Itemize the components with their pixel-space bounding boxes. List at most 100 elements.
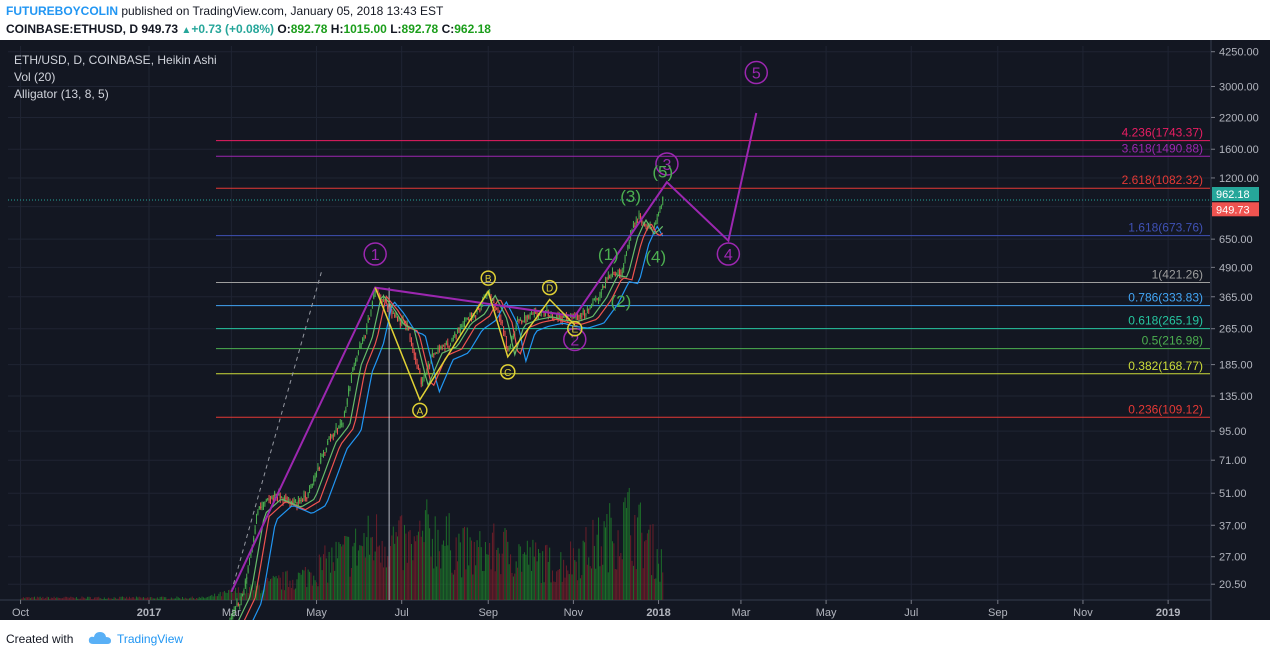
volume-bar bbox=[42, 596, 44, 600]
volume-bar bbox=[127, 598, 129, 600]
volume-bar bbox=[479, 531, 481, 600]
volume-bar bbox=[258, 585, 260, 600]
volume-bar bbox=[204, 598, 206, 600]
volume-bar bbox=[226, 593, 228, 600]
volume-bar bbox=[627, 492, 629, 600]
chart-footer: Created with TradingView bbox=[0, 620, 1270, 657]
volume-bar bbox=[331, 547, 333, 600]
candle-body bbox=[396, 318, 398, 321]
volume-bar bbox=[25, 597, 27, 600]
candle-body bbox=[627, 244, 629, 249]
candle-body bbox=[279, 495, 281, 499]
volume-bar bbox=[325, 558, 327, 600]
volume-bar bbox=[323, 554, 325, 600]
volume-bar bbox=[501, 553, 503, 600]
candle-body bbox=[651, 226, 653, 229]
candle-body bbox=[360, 343, 362, 345]
wave-major-line[interactable] bbox=[230, 112, 758, 593]
volume-bar bbox=[85, 598, 87, 600]
volume-bar bbox=[300, 574, 302, 600]
volume-bar bbox=[384, 546, 386, 600]
volume-bar bbox=[57, 597, 59, 600]
volume-bar bbox=[487, 554, 489, 600]
volume-bar bbox=[355, 528, 357, 600]
volume-bar bbox=[498, 553, 500, 600]
volume-bar bbox=[567, 570, 569, 600]
candle-body bbox=[415, 357, 417, 360]
volume-bar bbox=[412, 560, 414, 600]
candle-body bbox=[477, 308, 479, 310]
volume-bar bbox=[584, 542, 586, 600]
candle-body bbox=[303, 493, 305, 498]
volume-bar bbox=[503, 531, 505, 600]
volume-bar bbox=[105, 598, 107, 600]
candle-body bbox=[392, 312, 394, 314]
volume-bar bbox=[232, 593, 234, 600]
volume-bar bbox=[187, 598, 189, 600]
volume-bar bbox=[253, 590, 255, 600]
high-value: 1015.00 bbox=[343, 22, 387, 36]
volume-bar bbox=[568, 574, 570, 600]
volume-bar bbox=[649, 524, 651, 600]
volume-bar bbox=[394, 543, 396, 600]
volume-bar bbox=[247, 593, 249, 600]
candle-body bbox=[461, 326, 463, 328]
candle-body bbox=[237, 603, 239, 606]
volume-bar bbox=[592, 519, 594, 600]
wave-corrective-line[interactable] bbox=[374, 287, 576, 402]
candle-body bbox=[600, 292, 602, 294]
tradingview-link[interactable]: TradingView bbox=[117, 632, 184, 646]
volume-bar bbox=[257, 583, 259, 600]
volume-bar bbox=[34, 596, 36, 600]
volume-bar bbox=[362, 546, 364, 600]
volume-bar bbox=[321, 570, 323, 600]
time-tick-label: Sep bbox=[988, 607, 1008, 619]
candle-body bbox=[475, 315, 477, 317]
volume-bar bbox=[349, 576, 351, 600]
candle-body bbox=[325, 448, 327, 451]
volume-bar bbox=[557, 569, 559, 600]
candle-body bbox=[490, 295, 492, 298]
volume-bar bbox=[475, 565, 477, 600]
volume-bar bbox=[574, 560, 576, 600]
candle-body bbox=[504, 333, 506, 336]
volume-bar bbox=[419, 520, 421, 600]
candle-body bbox=[289, 503, 291, 506]
candle-body bbox=[518, 320, 520, 323]
volume-bar bbox=[469, 537, 471, 600]
candle-body bbox=[659, 206, 661, 210]
volume-bar bbox=[489, 543, 491, 600]
volume-bar bbox=[128, 596, 130, 600]
chart-area[interactable]: 0.236(109.12) 0.382(168.77) 0.5(216.98) 0.6… bbox=[0, 40, 1270, 657]
candle-body bbox=[610, 274, 612, 276]
volume-bar bbox=[158, 598, 160, 600]
volume-bar bbox=[211, 594, 213, 600]
volume-bar bbox=[235, 587, 237, 600]
candle-body bbox=[620, 274, 622, 276]
price-chart[interactable]: 0.236(109.12) 0.382(168.77) 0.5(216.98) 0.6… bbox=[0, 40, 1270, 657]
volume-bar bbox=[239, 592, 241, 600]
volume-bar bbox=[570, 541, 572, 600]
low-value: 892.78 bbox=[401, 22, 439, 36]
candle-body bbox=[598, 298, 600, 300]
candle-body bbox=[581, 315, 583, 317]
volume-bar bbox=[110, 598, 112, 600]
candle-body bbox=[236, 602, 238, 606]
volume-bar bbox=[431, 538, 433, 600]
volume-bar bbox=[197, 598, 199, 600]
candle-body bbox=[578, 317, 580, 319]
candle-body bbox=[371, 302, 373, 306]
volume-bar bbox=[551, 570, 553, 600]
volume-bar bbox=[119, 596, 121, 600]
candle-body bbox=[653, 225, 655, 228]
volume-bar bbox=[595, 568, 597, 600]
volume-bar bbox=[66, 596, 68, 600]
volume-bar bbox=[403, 525, 405, 600]
volume-bar bbox=[611, 541, 613, 600]
volume-bar bbox=[639, 502, 641, 600]
volume-bar bbox=[373, 560, 375, 600]
author-link[interactable]: FUTUREBOYCOLIN bbox=[6, 4, 118, 18]
candle-body bbox=[296, 502, 298, 506]
volume-bar bbox=[225, 592, 227, 600]
candle-body bbox=[532, 313, 534, 315]
